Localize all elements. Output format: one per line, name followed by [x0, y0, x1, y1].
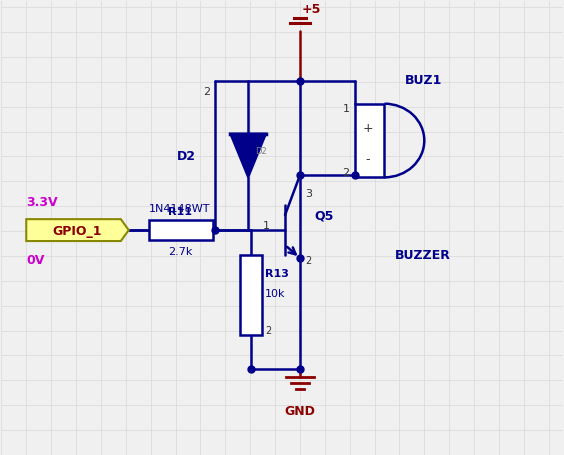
Polygon shape — [27, 220, 129, 242]
Text: 2: 2 — [203, 86, 210, 96]
Text: 3.3V: 3.3V — [27, 196, 58, 209]
Text: 2: 2 — [265, 325, 271, 335]
Text: R11: R11 — [169, 207, 192, 217]
Text: 2.7k: 2.7k — [168, 247, 193, 257]
Text: BUZZER: BUZZER — [394, 248, 450, 262]
Text: 1N4148WT: 1N4148WT — [149, 204, 210, 214]
Text: R13: R13 — [265, 268, 289, 278]
Text: GPIO_1: GPIO_1 — [52, 224, 102, 237]
Text: 3: 3 — [305, 189, 312, 199]
Text: -: - — [365, 152, 370, 166]
Text: +5: +5 — [302, 3, 321, 16]
Text: D2: D2 — [255, 147, 267, 156]
Bar — [149, 221, 213, 241]
Text: 0V: 0V — [27, 253, 45, 267]
Polygon shape — [230, 134, 266, 178]
Text: +: + — [362, 122, 373, 135]
Bar — [355, 105, 385, 178]
Text: D2: D2 — [177, 150, 195, 162]
Text: 10k: 10k — [265, 288, 285, 298]
Bar — [240, 255, 262, 335]
Text: Q5: Q5 — [315, 209, 334, 222]
Text: 2: 2 — [342, 168, 350, 178]
Text: GND: GND — [284, 404, 315, 417]
Text: BUZ1: BUZ1 — [404, 74, 442, 87]
Text: 2: 2 — [305, 255, 311, 265]
Text: 1: 1 — [343, 103, 350, 113]
Text: 1: 1 — [263, 221, 270, 231]
